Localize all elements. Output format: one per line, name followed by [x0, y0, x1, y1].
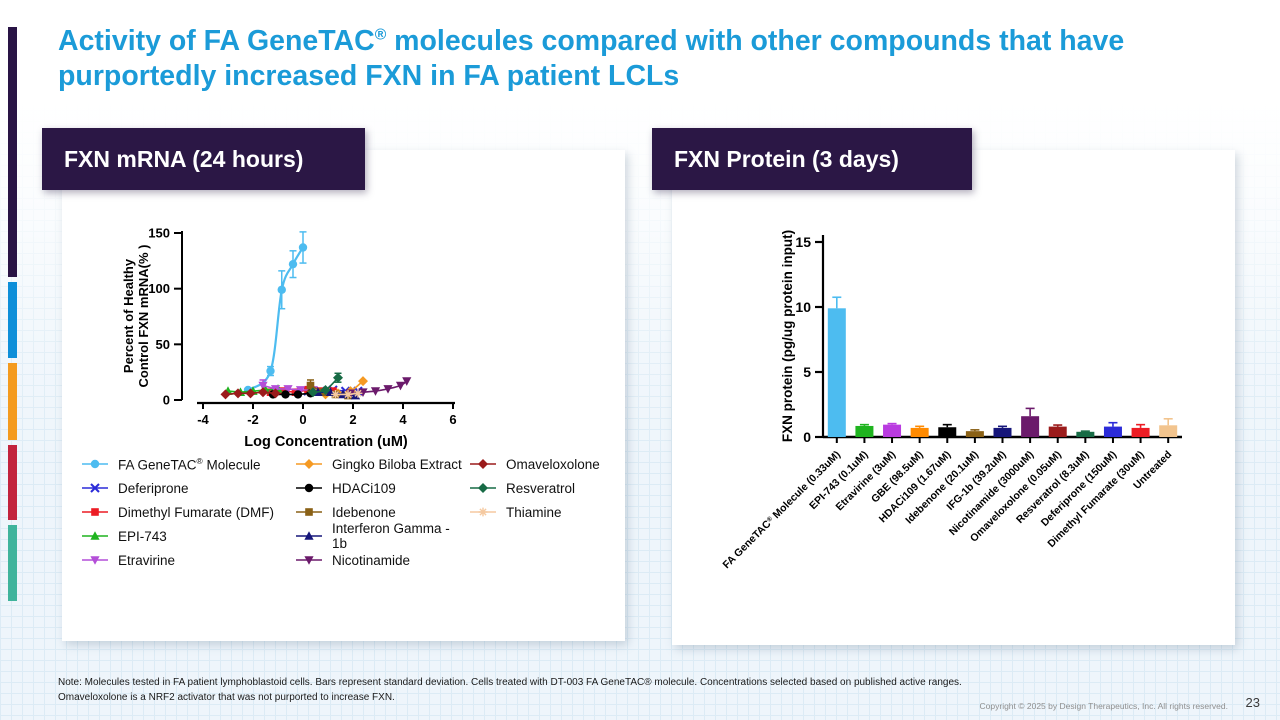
svg-text:5: 5: [803, 364, 811, 380]
legend-item: Nicotinamide: [294, 548, 468, 572]
svg-text:Control FXN mRNA(% ): Control FXN mRNA(% ): [136, 245, 151, 388]
accent-bar-orange: [8, 363, 17, 440]
svg-text:15: 15: [795, 234, 811, 250]
legend-marker-icon: [82, 459, 108, 469]
legend-marker-icon: [470, 459, 496, 469]
legend-label: Idebenone: [332, 504, 396, 520]
protein-panel-header: FXN Protein (3 days): [652, 128, 972, 190]
legend-item: Resveratrol: [468, 476, 600, 500]
svg-text:-4: -4: [197, 412, 209, 427]
mrna-panel-header-label: FXN mRNA (24 hours): [64, 146, 304, 172]
accent-bar-teal: [8, 525, 17, 601]
svg-text:50: 50: [156, 337, 170, 352]
series: [308, 372, 343, 398]
legend-item: Dimethyl Fumarate (DMF): [80, 500, 294, 524]
legend-item: Thiamine: [468, 500, 600, 524]
legend-marker-icon: [296, 459, 322, 469]
legend-label: Thiamine: [506, 504, 562, 520]
svg-text:6: 6: [449, 412, 456, 427]
series: [331, 388, 363, 399]
legend-marker-icon: [470, 483, 496, 493]
legend-label: Resveratrol: [506, 480, 576, 496]
protein-panel-header-label: FXN Protein (3 days): [674, 146, 899, 172]
footer-note-line1: Note: Molecules tested in FA patient lym…: [58, 677, 962, 688]
registered-mark: ®: [374, 26, 387, 44]
accent-rail: [8, 0, 17, 720]
svg-text:0: 0: [803, 429, 811, 445]
legend-marker-icon: [470, 507, 496, 517]
svg-text:0: 0: [163, 393, 170, 408]
legend-item: EPI-743: [80, 524, 294, 548]
footer-note-line2: Omaveloxolone is a NRF2 activator that w…: [58, 692, 395, 703]
legend-label: Deferiprone: [118, 480, 189, 496]
legend-label: Dimethyl Fumarate (DMF): [118, 504, 275, 520]
page-title-post: molecules compared with other compounds …: [58, 25, 1125, 93]
svg-text:Log Concentration (uM): Log Concentration (uM): [244, 434, 408, 450]
footer-note: Note: Molecules tested in FA patient lym…: [58, 675, 1198, 705]
svg-text:FXN protein (pg/ug protein inp: FXN protein (pg/ug protein input): [780, 230, 795, 442]
copyright: Copyright © 2025 by Design Therapeutics,…: [979, 701, 1228, 711]
svg-text:Percent of Healthy: Percent of Healthy: [121, 258, 136, 373]
svg-text:150: 150: [148, 226, 170, 241]
svg-text:FA GeneTAC® Molecule (0.33uM): FA GeneTAC® Molecule (0.33uM): [720, 448, 843, 571]
legend-marker-icon: [82, 531, 108, 540]
legend-marker-icon: [82, 556, 108, 565]
svg-text:100: 100: [148, 281, 170, 296]
accent-bar-blue: [8, 282, 17, 358]
legend-marker-icon: [296, 483, 322, 493]
legend-column-3: Omaveloxolone Resveratrol Thiamine: [468, 452, 600, 572]
mrna-axes: 0 50 100 150 -4 -2 0 2 4 6 Log Concentration (uM) P…: [121, 226, 457, 451]
legend-item: Gingko Biloba Extract: [294, 452, 468, 476]
page-number: 23: [1245, 695, 1260, 710]
legend-marker-icon: [296, 531, 322, 540]
svg-text:-2: -2: [247, 412, 259, 427]
legend-item: HDACi109: [294, 476, 468, 500]
legend-item: Omaveloxolone: [468, 452, 600, 476]
svg-text:4: 4: [399, 412, 407, 427]
svg-text:10: 10: [795, 299, 811, 315]
accent-bar-purple: [8, 27, 17, 277]
legend-item: FA GeneTAC® Molecule: [80, 452, 294, 476]
mrna-panel-card: 0 50 100 150 -4 -2 0 2 4 6 Log Concentration (uM) P…: [62, 150, 625, 641]
legend-label: Nicotinamide: [332, 552, 411, 568]
mrna-panel-header: FXN mRNA (24 hours): [42, 128, 365, 190]
legend-label: Omaveloxolone: [506, 456, 600, 472]
legend-label: EPI-743: [118, 528, 167, 544]
series: [243, 231, 308, 395]
legend-item: Deferiprone: [80, 476, 294, 500]
svg-text:2: 2: [349, 412, 356, 427]
legend-marker-icon: [296, 508, 322, 516]
mrna-legend: FA GeneTAC® Molecule Deferiprone Dimethyl …: [80, 452, 600, 572]
page-title-pre: Activity of FA GeneTAC: [58, 25, 375, 57]
legend-marker-icon: [82, 483, 108, 493]
legend-marker-icon: [296, 556, 322, 565]
legend-label: Etravirine: [118, 552, 176, 568]
legend-item: Interferon Gamma - 1b: [294, 521, 468, 551]
legend-item: Idebenone: [294, 500, 468, 524]
svg-text:0: 0: [299, 412, 306, 427]
page-title: Activity of FA GeneTAC® molecules compar…: [58, 24, 1218, 95]
mrna-line-chart: 0 50 100 150 -4 -2 0 2 4 6 Log Concentration (uM) P…: [121, 226, 457, 451]
legend-label: FA GeneTAC® Molecule: [118, 455, 261, 473]
legend-item: Etravirine: [80, 548, 294, 572]
accent-bar-red: [8, 445, 17, 520]
protein-panel-card: 0 5 10 15 FXN protein (pg/ug protein input) F…: [672, 150, 1235, 645]
legend-column-2: Gingko Biloba Extract HDACi109 Idebenone In…: [294, 452, 468, 572]
legend-label: Gingko Biloba Extract: [332, 456, 462, 472]
legend-label: Interferon Gamma - 1b: [332, 521, 450, 551]
legend-label: HDACi109: [332, 480, 396, 496]
series: [220, 387, 281, 400]
legend-marker-icon: [82, 508, 108, 516]
legend-column-1: FA GeneTAC® Molecule Deferiprone Dimethyl …: [80, 452, 294, 572]
